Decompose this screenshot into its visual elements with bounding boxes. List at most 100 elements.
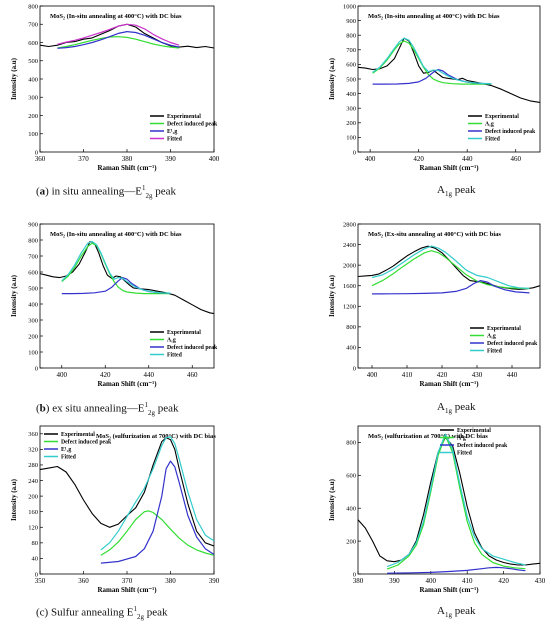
y-tick-label: 2000 [343,262,356,269]
series-line [371,245,530,289]
chart-5: 350 360 370 380 390 0 40 80 120 160 200 240 280 320 36… [10,425,220,594]
series-line [387,566,526,574]
y-tick-label: 800 [346,324,356,331]
y-tick-label: 0 [353,571,356,578]
x-axis-label: Raman Shift (cm⁻¹) [97,164,157,172]
y-tick-label: 1600 [343,283,356,290]
y-tick-label: 2400 [343,242,356,249]
y-tick-label: 0 [35,365,38,372]
x-tick-label: 380 [165,577,176,585]
chart-title: MoS₂ (In-situ annealing at 400°C) with D… [50,231,182,238]
chart-title: MoS₂ (In-situ annealing at 400°C) with D… [50,13,182,20]
caption-a1g-1: A1g peak [437,184,476,199]
y-tick-label: 200 [346,120,356,127]
caption-c: (c) Sulfur annealing E12g peak [36,605,168,621]
caption-a-text: in situ annealing—E [51,185,143,198]
series-line [100,510,215,556]
y-tick-label: 600 [28,40,38,47]
y-tick-label: 200 [28,333,38,340]
plot-frame [357,223,541,369]
y-axis-label: Intensity (a.u) [328,57,336,100]
legend-label: A₁g [167,338,176,344]
plot-frame [39,223,215,369]
legend-label: Defect induced peak [61,440,112,446]
series-line [100,460,215,564]
legend-label: Experimental [487,326,521,332]
y-tick-label: 100 [28,131,38,138]
y-axis-label: Intensity (a.u) [328,478,336,521]
y-tick-label: 360 [28,431,38,438]
x-tick-label: 390 [165,155,176,163]
series-line [39,437,215,547]
legend-label: Defect induced peak [485,129,536,135]
x-tick-label: 370 [122,577,133,585]
x-tick-label: 380 [353,577,364,585]
legend-label: Defect induced peak [457,443,508,449]
series-line [357,245,541,290]
series-line [61,242,171,295]
y-tick-label: 700 [28,22,38,29]
y-tick-label: 400 [28,76,38,83]
y-tick-label: 0 [353,365,356,372]
legend-label: A₁g [485,122,494,128]
y-tick-label: 600 [28,269,38,276]
caption-b: (b) ex situ annealing—E12g peak [36,401,179,417]
x-tick-label: 410 [462,577,473,585]
x-tick-label: 440 [462,155,473,163]
y-tick-label: 100 [28,349,38,356]
y-axis-label: Intensity (a.u) [10,274,18,317]
series-line [57,31,180,49]
x-tick-label: 400 [57,371,68,379]
plot-frame [39,5,215,153]
x-tick-label: 430 [535,577,546,585]
legend-label: Fitted [167,353,183,359]
y-tick-label: 400 [346,506,356,513]
legend-label: Fitted [61,455,77,461]
y-tick-label: 280 [28,462,38,469]
caption-b-text: ex situ annealing—E [52,402,145,415]
x-tick-label: 440 [507,371,518,379]
y-tick-label: 300 [28,317,38,324]
chart-3: 400 420 440 460 0 100 200 300 400 500 600 700 800 900… [10,221,218,388]
y-tick-label: 100 [346,135,356,142]
y-tick-label: 800 [28,3,38,10]
legend-label: E¹₂g [167,129,177,135]
y-tick-label: 500 [28,58,38,65]
x-tick-label: 350 [35,577,46,585]
y-tick-label: 500 [346,76,356,83]
x-tick-label: 400 [365,155,376,163]
y-tick-label: 300 [28,95,38,102]
y-tick-label: 1000 [343,3,356,10]
y-tick-label: 0 [353,149,356,156]
y-tick-label: 300 [346,106,356,113]
y-axis-label: Intensity (a.u) [10,478,18,521]
y-axis-label: Intensity (a.u) [328,274,336,317]
y-tick-label: 1200 [343,304,356,311]
chart-title: MoS₂ (sulfurization at 700°C) with DC bi… [96,433,216,440]
caption-a1g-2: A1g peak [437,401,476,416]
y-tick-label: 600 [346,62,356,69]
legend-label: Experimental [61,432,95,438]
legend-label: Experimental [167,114,201,120]
series-line [61,241,171,294]
x-tick-label: 390 [389,577,400,585]
plot-frame [357,425,541,575]
y-tick-label: 160 [28,509,38,516]
y-tick-label: 0 [35,571,38,578]
x-tick-label: 370 [78,155,89,163]
x-tick-label: 420 [437,371,448,379]
legend-label: Defect induced peak [487,341,538,347]
chart-1: 360 370 380 390 400 0 100 200 300 400 500 600 700 800… [10,3,220,172]
legend-label: A¹g [457,436,466,442]
y-tick-label: 0 [35,149,38,156]
x-axis-label: Raman Shift (cm⁻¹) [97,380,157,388]
y-tick-label: 800 [346,440,356,447]
series-line [39,23,215,49]
series-line [372,37,492,85]
chart-title: MoS₂ (sulfurization at 700°C) with DC bi… [368,433,488,440]
chart-2: 400 420 440 460 0 100 200 300 400 500 600 700 800 900… [328,3,541,172]
x-axis-label: Raman Shift (cm⁻¹) [419,164,479,172]
caption-a: (a) in situ annealing—E12g peak [36,184,177,200]
x-tick-label: 410 [402,371,413,379]
